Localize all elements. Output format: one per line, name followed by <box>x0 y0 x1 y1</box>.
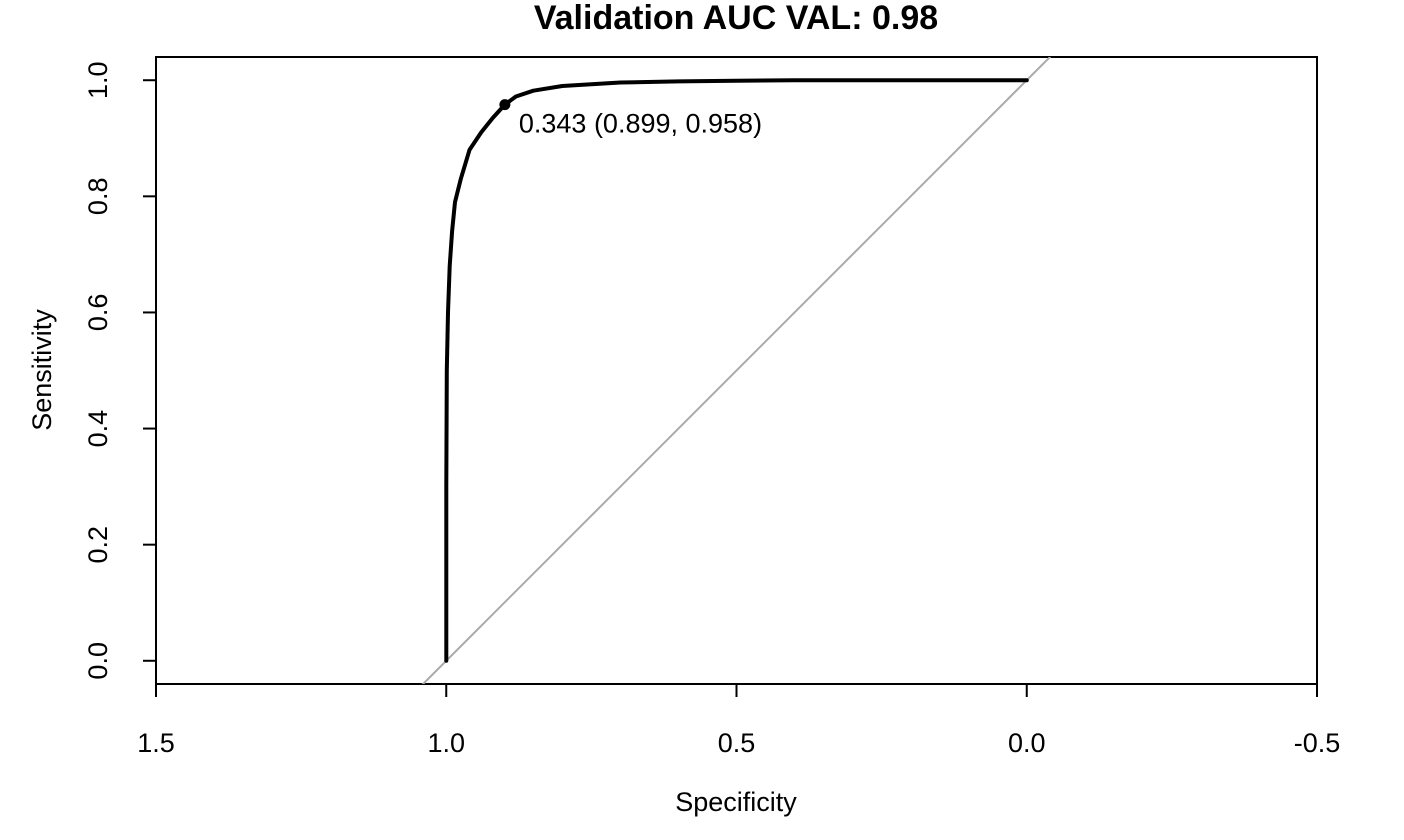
x-axis-label: Specificity <box>675 787 797 817</box>
threshold-point-0 <box>499 99 511 111</box>
y-tick-label-1: 0.2 <box>83 526 113 564</box>
x-tick-label-1: 1.0 <box>427 728 465 758</box>
x-tick-label-4: -0.5 <box>1294 728 1341 758</box>
y-tick-label-3: 0.6 <box>83 294 113 332</box>
threshold-annotation-0: 0.343 (0.899, 0.958) <box>519 109 762 139</box>
y-tick-label-0: 0.0 <box>83 642 113 680</box>
y-tick-label-4: 0.8 <box>83 178 113 216</box>
y-axis-label: Sensitivity <box>27 309 57 431</box>
y-tick-label-2: 0.4 <box>83 410 113 448</box>
reference-diagonal-line <box>421 57 1052 684</box>
chart-title: Validation AUC VAL: 0.98 <box>534 0 938 37</box>
x-tick-label-2: 0.5 <box>718 728 756 758</box>
x-tick-label-3: 0.0 <box>1008 728 1046 758</box>
y-tick-label-5: 1.0 <box>83 61 113 99</box>
x-tick-label-0: 1.5 <box>137 728 175 758</box>
